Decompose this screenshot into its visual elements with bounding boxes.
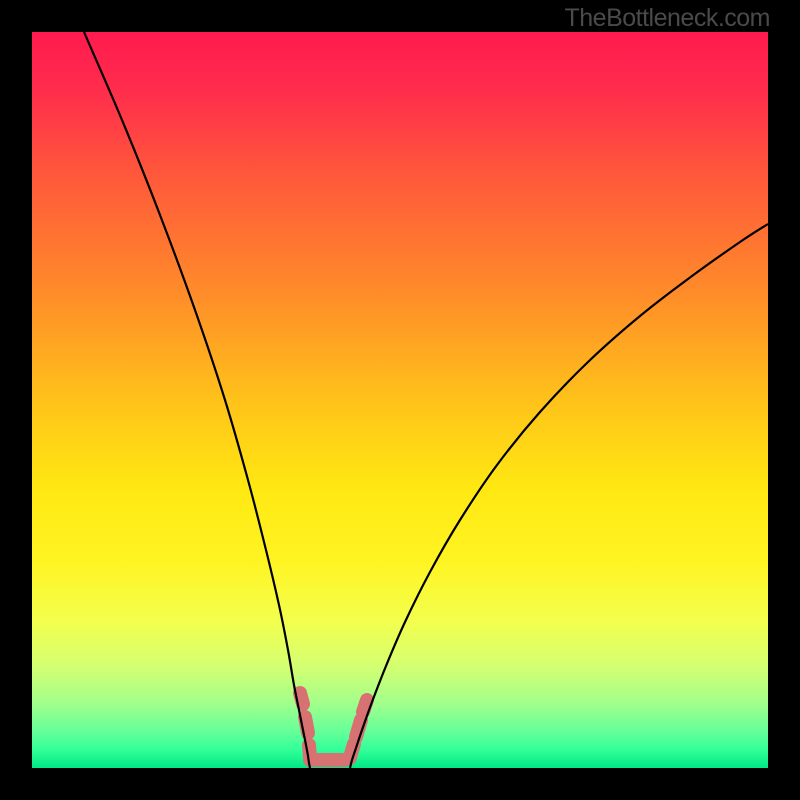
highlight-mark	[300, 693, 303, 704]
highlight-mark	[305, 717, 308, 733]
left-curve	[84, 32, 310, 768]
highlight-mark	[363, 700, 367, 712]
chart-container: TheBottleneck.com	[0, 0, 800, 800]
watermark-text: TheBottleneck.com	[565, 4, 771, 33]
right-curve	[350, 224, 768, 768]
curves-layer	[0, 0, 800, 800]
